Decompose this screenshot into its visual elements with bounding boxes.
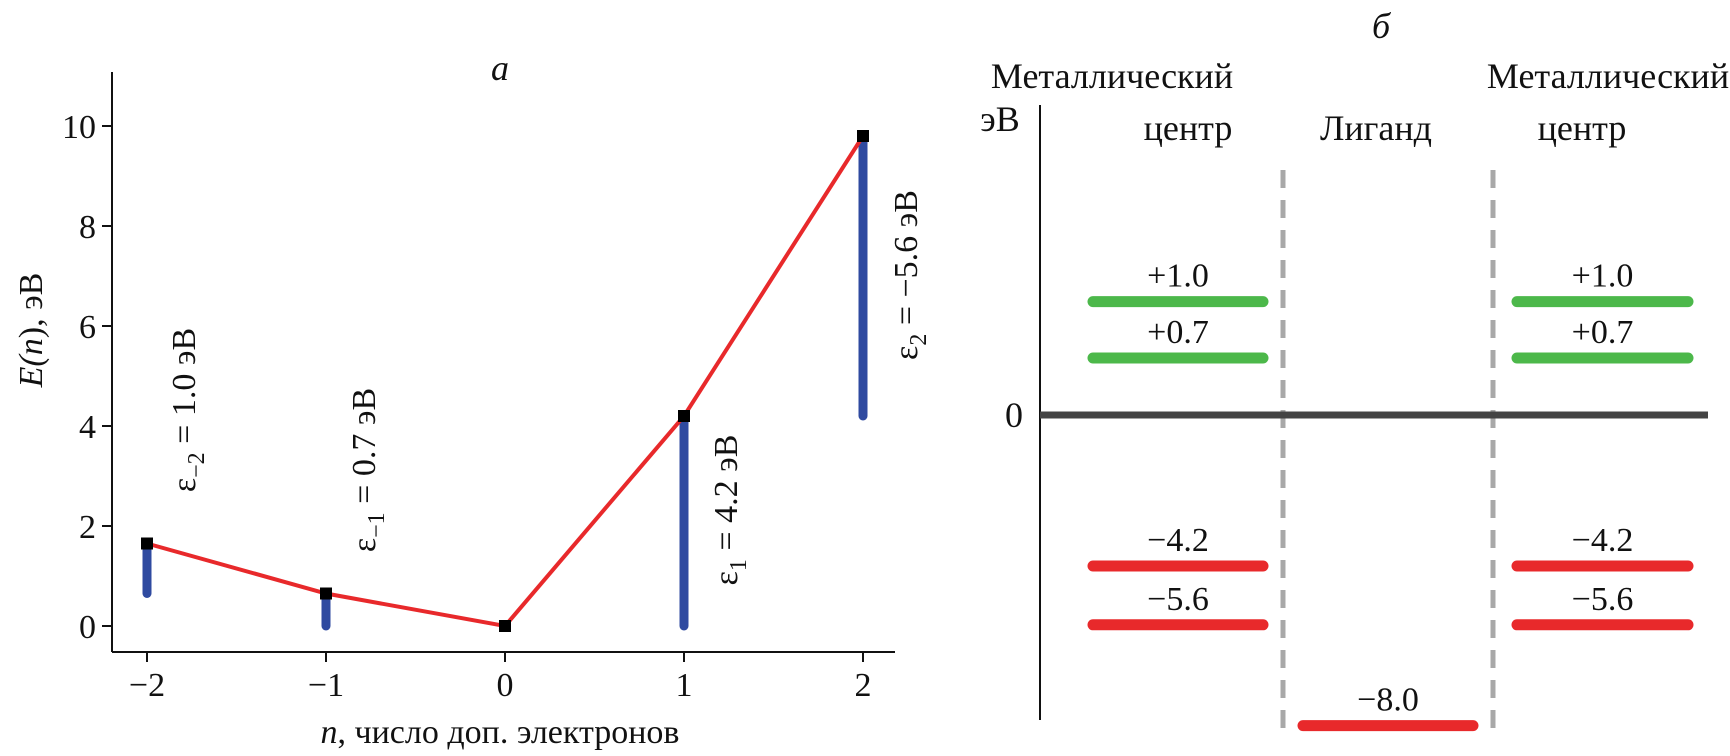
panel-b-letter: б	[1372, 6, 1392, 46]
y-axis-label-post: ), эВ	[13, 273, 50, 339]
epsilon-value: = 1.0 эВ	[166, 328, 203, 452]
x-tick-label: −1	[308, 667, 344, 704]
energy-level-label: +0.7	[1147, 314, 1209, 351]
x-tick-label: 2	[855, 667, 872, 704]
col-left-line1: Металлический	[991, 56, 1233, 96]
epsilon-annotation: ε1 = 4.2 эВ	[708, 435, 752, 586]
data-point	[320, 587, 332, 600]
epsilon-symbol: ε	[346, 538, 383, 552]
panel-a-series	[146, 134, 865, 629]
data-point	[499, 620, 511, 632]
epsilon-subscript: −1	[364, 512, 390, 538]
energy-level-label: −4.2	[1572, 522, 1634, 559]
col-right-line2: центр	[1538, 108, 1627, 148]
energy-unit-label: эВ	[980, 99, 1019, 139]
y-tick-label: 2	[79, 509, 96, 546]
epsilon-annotation: ε−2 = 1.0 эВ	[166, 328, 210, 492]
col-middle-label: Лиганд	[1320, 108, 1432, 148]
epsilon-value: = 0.7 эВ	[346, 388, 383, 512]
y-axis-label-var: n	[13, 338, 50, 355]
data-point	[141, 537, 153, 550]
x-tick-label: 1	[676, 667, 693, 704]
data-point	[678, 410, 690, 422]
y-axis-label: E(n), эВ	[13, 273, 50, 389]
epsilon-value: = −5.6 эВ	[888, 190, 925, 334]
energy-level-label: −5.6	[1147, 581, 1209, 618]
epsilon-subscript: −2	[184, 452, 210, 478]
panel-a-points	[141, 130, 869, 632]
x-tick-label: 0	[497, 667, 514, 704]
zero-label: 0	[1005, 395, 1023, 435]
y-tick-label: 0	[79, 609, 96, 646]
panel-a-letter: а	[491, 48, 509, 88]
panel-a-line-chart: а E(n), эВ n, число доп. электронов −2 −1…	[13, 48, 932, 751]
energy-level-label: −4.2	[1147, 522, 1209, 559]
x-axis-label-var: n	[321, 714, 338, 751]
col-right-line1: Металлический	[1487, 56, 1729, 96]
epsilon-symbol: ε	[166, 478, 203, 492]
energy-level-label: +1.0	[1147, 258, 1209, 295]
energy-level-label: +1.0	[1572, 258, 1634, 295]
panel-b-levels: +3.3+1.0+0.7+1.0+0.7−4.2−5.6−4.2−5.6−8.0	[1087, 258, 1694, 732]
energy-curve	[146, 134, 865, 629]
y-tick-label: 6	[79, 309, 96, 346]
x-axis-label-rest: , число доп. электронов	[338, 714, 680, 751]
epsilon-annotation: ε−1 = 0.7 эВ	[346, 388, 390, 552]
epsilon-subscript: 1	[726, 559, 752, 571]
epsilon-value: = 4.2 эВ	[708, 435, 745, 559]
energy-level-label: −8.0	[1357, 682, 1419, 719]
panel-a-bars	[142, 131, 868, 631]
col-left-line2: центр	[1144, 108, 1233, 148]
energy-level-label: −5.6	[1572, 581, 1634, 618]
epsilon-annotation: ε2 = −5.6 эВ	[888, 190, 932, 360]
y-axis-label-pre: E(	[13, 353, 50, 389]
x-axis-label: n, число доп. электронов	[321, 714, 680, 751]
x-tick-label: −2	[129, 667, 165, 704]
energy-level-label: +0.7	[1572, 314, 1634, 351]
panel-a-ticks: −2 −1 0 1 2 0 2 4 6 8 10	[62, 109, 872, 704]
epsilon-symbol: ε	[708, 571, 745, 585]
epsilon-subscript: 2	[906, 334, 932, 346]
y-tick-label: 10	[62, 109, 96, 146]
epsilon-symbol: ε	[888, 346, 925, 360]
data-point	[857, 130, 869, 142]
y-tick-label: 4	[79, 409, 96, 446]
y-tick-label: 8	[79, 209, 96, 246]
panel-b-level-diagram: б Металлический центр Лиганд Металлическ…	[980, 6, 1729, 740]
